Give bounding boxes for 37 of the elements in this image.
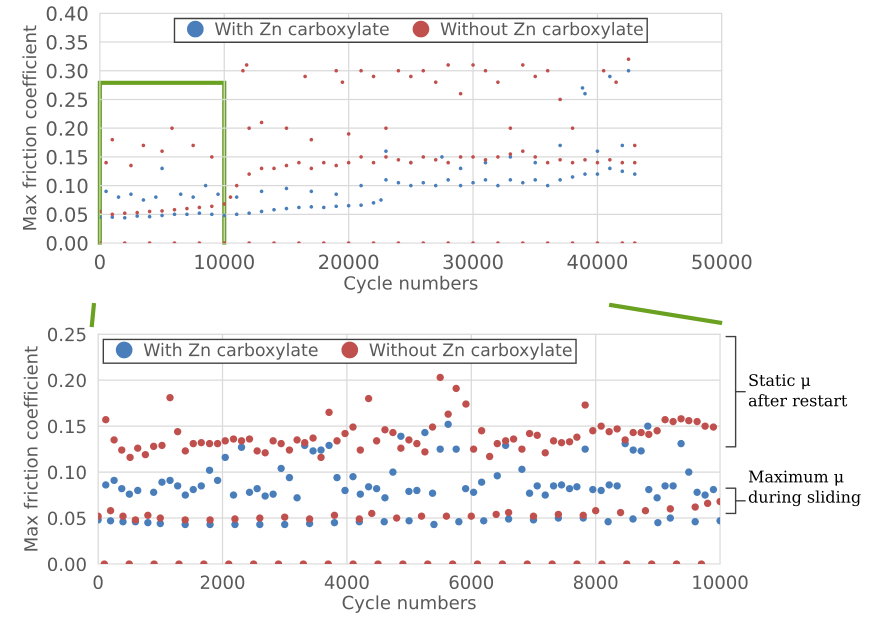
y-tick-label: 0.15 xyxy=(46,150,88,165)
y-tick-label: 0.00 xyxy=(48,557,86,572)
y-tick-label: 0.00 xyxy=(46,236,88,251)
y-tick-label: 0.15 xyxy=(48,420,86,434)
y-tick-label: 0.35 xyxy=(46,34,88,50)
y-tick-label: 0.10 xyxy=(48,466,86,480)
x-tick-label: 40000 xyxy=(567,254,628,270)
y-tick-label: 0.40 xyxy=(46,6,88,21)
y-tick-label: 0.25 xyxy=(46,92,88,108)
legend-label: With Zn carboxylate xyxy=(215,22,389,39)
x-tick-label: 2000 xyxy=(200,575,244,590)
x-axis-title: Cycle numbers xyxy=(342,595,476,613)
x-tick-label: 10000 xyxy=(693,575,748,590)
x-tick-label: 10000 xyxy=(195,254,254,270)
legend-label: With Zn carboxylate xyxy=(144,342,318,360)
y-axis-title: Max friction coefficient xyxy=(22,25,36,230)
x-tick-label: 8000 xyxy=(574,575,618,590)
y-tick-label: 0.20 xyxy=(46,121,88,136)
x-tick-label: 4000 xyxy=(324,575,369,590)
x-tick-label: 0 xyxy=(94,575,103,590)
x-axis-title: Cycle numbers xyxy=(344,276,478,294)
y-tick-label: 0.05 xyxy=(46,207,88,222)
y-tick-label: 0.25 xyxy=(48,328,86,342)
y-tick-label: 0.05 xyxy=(48,512,86,526)
x-tick-label: 0 xyxy=(94,254,105,270)
x-tick-label: 30000 xyxy=(444,254,503,270)
x-tick-label: 20000 xyxy=(319,254,378,270)
text: Maximum μ during sliding xyxy=(748,470,861,506)
x-tick-label: 50000 xyxy=(692,254,752,270)
legend-label: Without Zn carboxylate xyxy=(369,342,572,360)
y-tick-label: 0.30 xyxy=(46,64,88,78)
y-axis-title: Max friction coefficient xyxy=(24,346,38,551)
text: Static μ after restart xyxy=(748,374,848,406)
y-tick-label: 0.10 xyxy=(46,178,88,194)
y-tick-label: 0.20 xyxy=(48,374,86,388)
x-tick-label: 6000 xyxy=(450,575,494,590)
legend-label: Without Zn carboxylate xyxy=(440,22,643,39)
